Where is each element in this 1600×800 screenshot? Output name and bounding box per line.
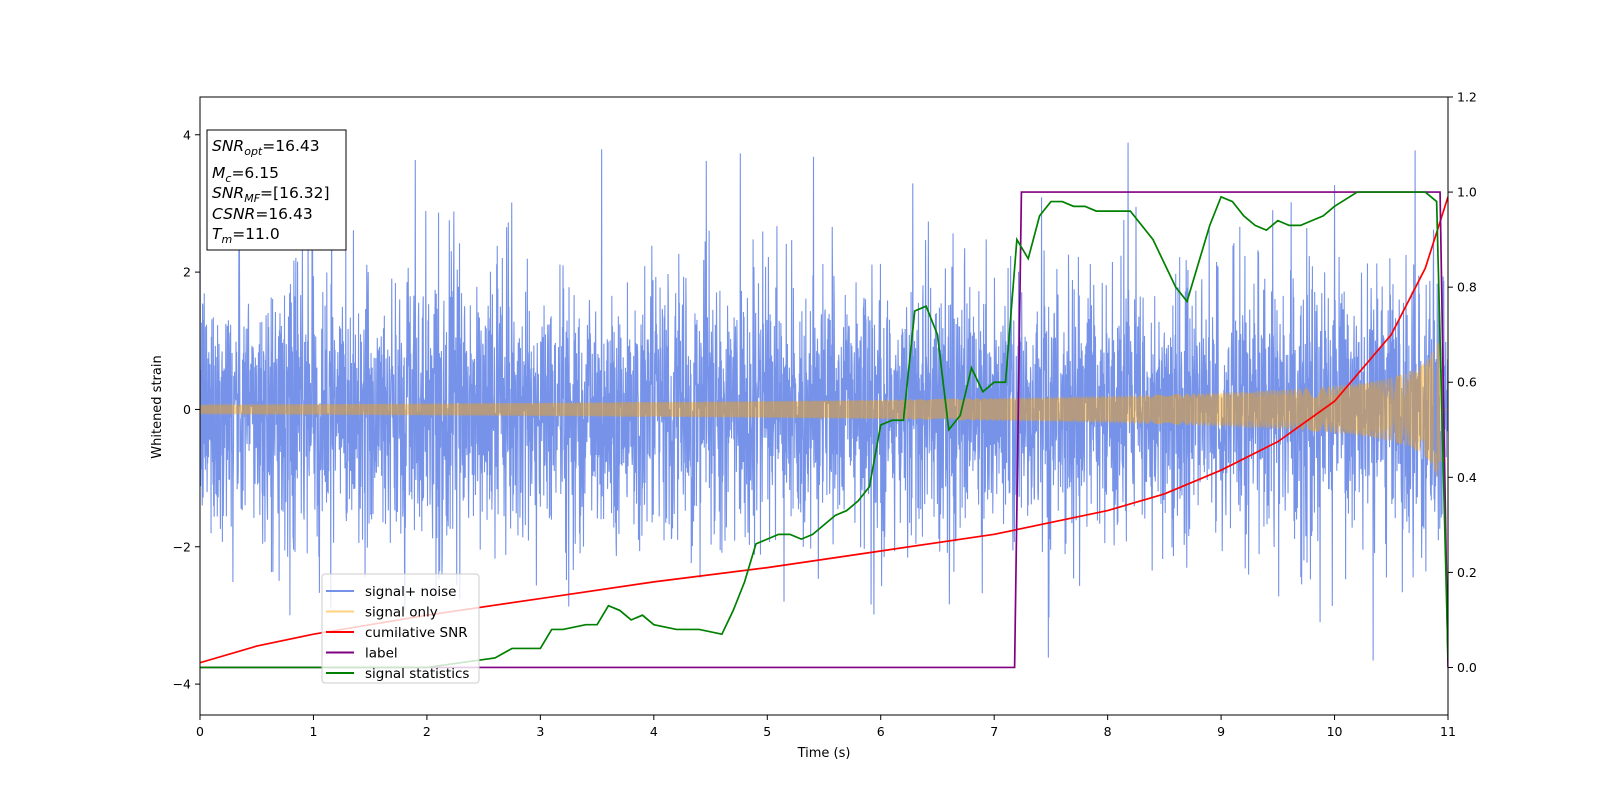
y-right-tick-label: 0.2 [1457, 565, 1477, 580]
legend: signal+ noise signal only cumilative SNR la… [321, 573, 480, 684]
x-tick-label: 11 [1440, 724, 1456, 739]
x-tick-label: 2 [423, 724, 431, 739]
x-tick-label: 8 [1104, 724, 1112, 739]
y-left-tick-label: 2 [183, 265, 191, 280]
y-right-tick-label: 0.6 [1457, 375, 1477, 390]
y-right-tick-label: 1.2 [1457, 90, 1477, 105]
series-signal-only-line [200, 342, 1448, 478]
info-snr-mf: SNRMF=[16.32] [212, 184, 330, 205]
info-csnr: CSNR=16.43 [212, 205, 313, 223]
legend-label: label [365, 646, 398, 662]
legend-label: signal+ noise [365, 584, 456, 600]
y-left-tick-label: −2 [173, 539, 191, 554]
legend-item: signal+ noise [326, 584, 456, 600]
y-right-tick-label: 0.8 [1457, 280, 1477, 295]
info-mc: Mc=6.15 [212, 164, 279, 185]
legend-item: label [326, 646, 398, 662]
x-axis: 0 1 2 3 4 5 6 7 8 9 10 11 [196, 715, 1456, 739]
x-tick-label: 4 [650, 724, 658, 739]
legend-item: cumilative SNR [326, 625, 468, 641]
series-label-line [200, 191, 1448, 669]
info-box: SNRopt=16.43 Mc=6.15 SNRMF=[16.32] CSNR=… [206, 129, 347, 251]
legend-item: signal statistics [326, 666, 469, 682]
legend-frame [321, 573, 480, 684]
y-right-tick-label: 1.0 [1457, 185, 1477, 200]
legend-label: signal only [365, 605, 438, 621]
y-right-tick-label: 0.0 [1457, 660, 1477, 675]
y-axis-left: −4 −2 0 2 4 [173, 127, 200, 692]
x-tick-label: 9 [1217, 724, 1225, 739]
x-tick-label: 6 [877, 724, 885, 739]
y-left-tick-label: −4 [173, 677, 191, 692]
x-tick-label: 10 [1327, 724, 1343, 739]
y-axis-right: 0.0 0.2 0.4 0.6 0.8 1.0 1.2 [1448, 90, 1477, 675]
legend-label: cumilative SNR [365, 625, 468, 641]
info-tm: Tm=11.0 [212, 225, 280, 246]
y-left-tick-label: 0 [183, 402, 191, 417]
x-tick-label: 7 [990, 724, 998, 739]
info-snr-opt: SNRopt=16.43 [212, 137, 320, 158]
x-axis-title: Time (s) [797, 746, 851, 761]
x-tick-label: 3 [536, 724, 544, 739]
series-signal-statistics-line [200, 191, 1448, 669]
y-right-tick-label: 0.4 [1457, 470, 1477, 485]
legend-label: signal statistics [365, 666, 469, 682]
series-signal-noise-line [200, 142, 1448, 661]
x-tick-label: 1 [309, 724, 317, 739]
plot-frame [199, 96, 1449, 716]
x-tick-label: 5 [763, 724, 771, 739]
y-axis-left-title: Whitened strain [150, 355, 165, 458]
y-left-tick-label: 4 [183, 127, 191, 142]
x-tick-label: 0 [196, 724, 204, 739]
legend-item: signal only [326, 605, 438, 621]
